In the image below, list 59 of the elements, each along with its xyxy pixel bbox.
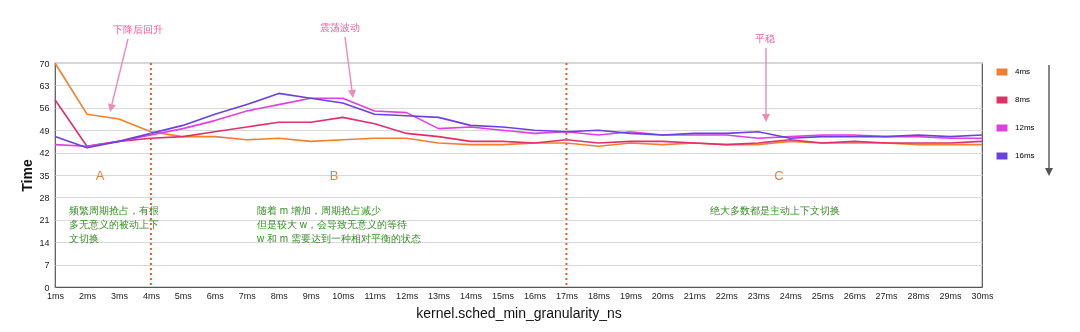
y-tick-label: 42 <box>39 148 50 159</box>
annotation: A <box>95 168 105 183</box>
y-axis-title: Time <box>19 159 36 192</box>
legend-label: 16ms <box>1015 151 1035 160</box>
x-tick-label: 10ms <box>332 290 355 301</box>
line-series <box>54 62 983 147</box>
y-tick-label: 70 <box>39 58 50 69</box>
annotation: B <box>329 168 339 183</box>
annotation: 但是较大 w，会导致无意义的等待 <box>257 219 407 230</box>
y-tick-label: 56 <box>39 103 50 114</box>
y-tick-label: 7 <box>44 260 50 271</box>
x-tick-label: 13ms <box>428 290 451 301</box>
x-tick-label: 15ms <box>492 290 515 301</box>
x-tick-label: 19ms <box>619 290 643 301</box>
x-tick-label: 11ms <box>364 290 387 301</box>
x-tick-label: 21ms <box>683 290 707 301</box>
x-tick-label: 17ms <box>555 290 579 301</box>
x-tick-label: 22ms <box>715 290 739 301</box>
x-tick-label: 8ms <box>270 290 289 301</box>
x-tick-label: 29ms <box>939 290 963 301</box>
x-tick-label: 24ms <box>779 290 803 301</box>
text: 震荡波动 <box>320 22 360 33</box>
annotation: 绝大多数都是主动上下文切换 <box>710 205 840 216</box>
legend-label: 12ms <box>1015 123 1035 132</box>
x-tick-label: 7ms <box>238 290 257 301</box>
x-tick-label: 16ms <box>523 290 547 301</box>
x-tick-label: 3ms <box>110 290 129 301</box>
annotation: 频繁周期抢占，有很多无意义的被动上下文切换 <box>69 205 159 244</box>
y-tick-label: 21 <box>39 215 50 226</box>
x-tick-label: 26ms <box>843 290 867 301</box>
x-axis-title: kernel.sched_min_granularity_ns <box>416 304 622 321</box>
y-tick-label: 49 <box>39 125 50 136</box>
x-tick-label: 23ms <box>747 290 771 301</box>
x-tick-label: 30ms <box>971 290 994 301</box>
annotation: 随着 m 增加，周期抢占减少 <box>257 205 381 216</box>
x-tick-label: 9ms <box>302 290 321 301</box>
y-tick-label: 63 <box>39 80 50 91</box>
x-tick-label: 20ms <box>651 290 675 301</box>
y-tick-label: 28 <box>39 192 50 203</box>
x-tick-label: 1ms <box>46 290 65 301</box>
x-tick-label: 28ms <box>907 290 931 301</box>
x-tick-label: 14ms <box>460 290 483 301</box>
x-tick-label: 18ms <box>587 290 611 301</box>
x-tick-label: 2ms <box>78 290 97 301</box>
y-tick-label: 0 <box>44 282 50 293</box>
annotation: C <box>774 168 784 183</box>
annotation: w 和 m 需要达到一种相对平衡的状态 <box>256 233 421 244</box>
x-tick-label: 27ms <box>875 290 899 301</box>
x-tick-label: 4ms <box>142 290 161 301</box>
x-tick-label: 25ms <box>811 290 835 301</box>
x-tick-label: 5ms <box>174 290 193 301</box>
y-tick-label: 14 <box>39 237 50 248</box>
text: 平稳 <box>755 33 775 44</box>
x-tick-label: 12ms <box>396 290 419 301</box>
y-tick-label: 35 <box>39 170 50 181</box>
text: 下降后回升 <box>113 24 163 35</box>
legend-label: 8ms <box>1015 95 1031 104</box>
x-tick-label: 6ms <box>206 290 225 301</box>
legend-label: 4ms <box>1015 67 1031 76</box>
